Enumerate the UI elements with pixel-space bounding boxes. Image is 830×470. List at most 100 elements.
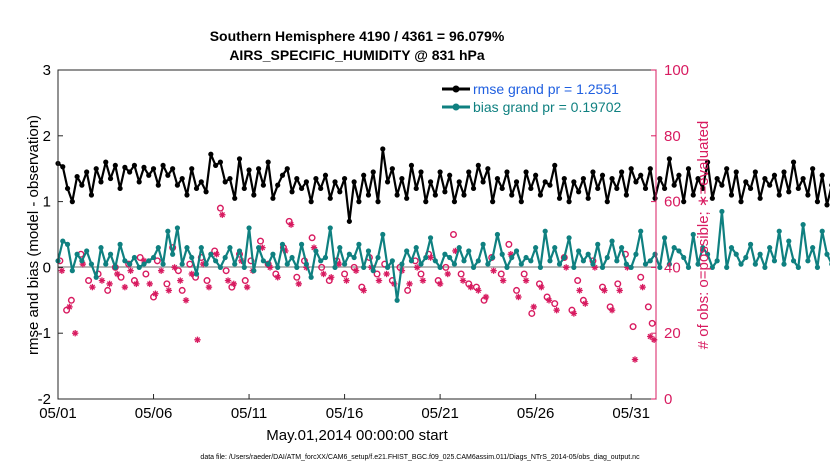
- rmse-point: [704, 159, 711, 165]
- rmse-point: [294, 175, 300, 182]
- bias-point: [480, 241, 486, 247]
- bias-point: [361, 264, 367, 270]
- bias-point: [614, 258, 620, 264]
- rmse-series: [55, 146, 830, 224]
- obs-possible-point: [373, 270, 381, 278]
- rmse-point: [599, 172, 606, 178]
- obs-evaluated-point: [343, 277, 350, 284]
- rmse-point: [332, 179, 338, 185]
- rmse-point: [246, 167, 252, 173]
- bias-point: [394, 297, 400, 303]
- obs-possible-point: [404, 286, 412, 294]
- bias-point: [399, 261, 405, 267]
- bias-point: [380, 231, 386, 238]
- bias-point: [805, 258, 811, 264]
- y-right-tick-label: 0: [664, 391, 672, 408]
- plot-background: [58, 70, 656, 399]
- rmse-point: [590, 169, 596, 175]
- rmse-point: [117, 185, 123, 192]
- rmse-point: [719, 182, 725, 188]
- obs-evaluated-point: [427, 254, 434, 261]
- rmse-point: [361, 172, 367, 178]
- bias-point: [165, 228, 171, 234]
- bias-point: [762, 264, 768, 270]
- obs-evaluated-point: [165, 287, 173, 294]
- bias-point: [275, 264, 281, 270]
- bias-point: [251, 268, 257, 274]
- bias-point: [203, 261, 209, 267]
- obs-evaluated-point: [383, 270, 390, 278]
- bias-point: [241, 264, 247, 270]
- bias-point: [174, 225, 181, 231]
- obs-evaluated-point: [205, 283, 213, 291]
- bias-point: [375, 254, 381, 261]
- legend-bias-marker: [452, 103, 460, 111]
- bias-point: [432, 258, 438, 264]
- obs-possible-point: [308, 234, 316, 242]
- rmse-point: [84, 169, 90, 175]
- obs-evaluated-point: [182, 297, 190, 304]
- obs-evaluated-point: [157, 267, 165, 274]
- obs-possible-point: [136, 254, 144, 262]
- obs-evaluated-point: [146, 280, 153, 288]
- bias-point: [767, 245, 773, 251]
- bias-point: [112, 264, 118, 270]
- rmse-point: [499, 185, 505, 192]
- rmse-point: [623, 192, 629, 198]
- bias-point: [313, 248, 319, 254]
- rmse-point: [337, 189, 343, 195]
- obs-evaluated-point: [274, 274, 281, 281]
- legend: rmse grand pr = 1.2551 bias grand pr = 0…: [442, 81, 621, 115]
- rmse-point: [676, 172, 682, 178]
- rmse-point: [74, 173, 80, 180]
- rmse-point: [141, 164, 147, 170]
- rmse-point: [170, 166, 176, 172]
- rmse-point: [222, 179, 228, 185]
- data-file-footnote: data file: /Users/raeder/DAI/ATM_forcXX/…: [200, 454, 640, 461]
- obs-possible-point: [528, 309, 536, 317]
- rmse-point: [461, 192, 467, 198]
- bias-point: [642, 261, 649, 267]
- obs-possible-point: [203, 277, 211, 285]
- obs-evaluated-markers: [58, 211, 658, 363]
- bias-point: [346, 251, 352, 257]
- rmse-point: [690, 192, 696, 198]
- obs-possible-point: [629, 323, 637, 331]
- bias-point: [681, 254, 687, 261]
- rmse-point: [747, 185, 754, 192]
- bias-point: [117, 241, 123, 247]
- legend-rmse-label: rmse grand pr = 1.2551: [473, 81, 619, 97]
- rmse-point: [447, 172, 453, 178]
- bias-point: [60, 238, 66, 244]
- obs-evaluated-point: [243, 283, 251, 291]
- obs-possible-point: [637, 273, 645, 281]
- rmse-point: [790, 159, 797, 165]
- rmse-point: [595, 185, 601, 192]
- obs-evaluated-point: [106, 280, 113, 288]
- obs-evaluated-point: [553, 306, 560, 314]
- bias-point: [107, 251, 114, 257]
- bias-point: [98, 245, 104, 251]
- bias-point: [351, 254, 357, 261]
- bias-point: [308, 274, 314, 280]
- rmse-point: [724, 166, 730, 172]
- rmse-point: [98, 179, 104, 185]
- y-tick-label: -2: [38, 391, 51, 408]
- rmse-point: [642, 185, 649, 192]
- rmse-point: [203, 189, 209, 195]
- obs-evaluated-point: [320, 270, 327, 278]
- bias-point: [442, 251, 448, 257]
- bias-point: [528, 258, 534, 264]
- bias-point: [69, 268, 75, 274]
- bias-point: [499, 251, 505, 257]
- bias-point: [595, 241, 601, 247]
- bias-point: [633, 251, 639, 257]
- rmse-point: [771, 172, 778, 178]
- bias-point: [728, 245, 735, 251]
- bias-point: [609, 238, 615, 244]
- obs-possible-point: [163, 280, 171, 288]
- obs-evaluated-point: [177, 277, 184, 284]
- bias-point: [260, 258, 266, 264]
- bias-point: [146, 258, 152, 264]
